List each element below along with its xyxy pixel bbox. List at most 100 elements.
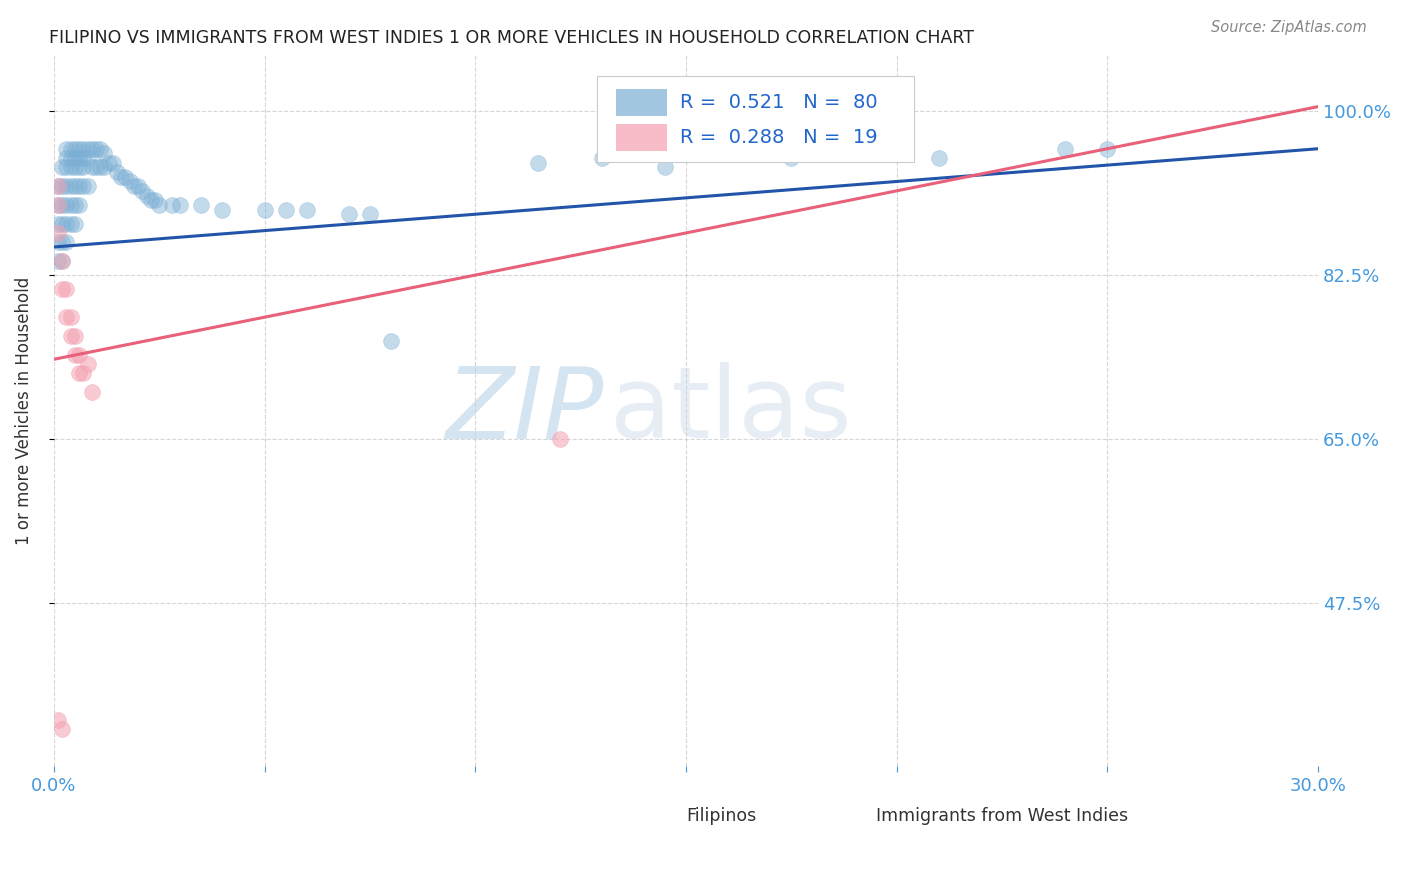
Text: R =  0.288   N =  19: R = 0.288 N = 19 [679, 128, 877, 147]
Point [51, 217, 73, 231]
Point [51, 161, 73, 175]
Point [67, 198, 90, 212]
Point [46, 179, 69, 194]
Point [143, 193, 166, 207]
Bar [616, 88, 666, 116]
FancyBboxPatch shape [598, 77, 914, 161]
Point [253, 202, 276, 217]
Point [1054, 142, 1077, 156]
Point [51, 235, 73, 250]
Point [548, 432, 571, 446]
Point [135, 188, 157, 202]
Point [63, 348, 86, 362]
Point [139, 193, 162, 207]
Point [46, 217, 69, 231]
Point [76, 151, 98, 165]
Point [55, 310, 77, 325]
Point [55, 142, 77, 156]
Point [295, 202, 318, 217]
Point [46, 254, 69, 268]
Bar [628, 804, 673, 827]
Point [63, 151, 86, 165]
Point [55, 151, 77, 165]
Point [780, 151, 803, 165]
Text: R =  0.521   N =  80: R = 0.521 N = 80 [679, 93, 877, 112]
Point [654, 161, 676, 175]
Point [59, 161, 82, 175]
Point [55, 217, 77, 231]
Point [118, 174, 141, 188]
Point [63, 179, 86, 194]
Point [380, 334, 402, 348]
Point [928, 151, 950, 165]
Point [51, 179, 73, 194]
Point [59, 142, 82, 156]
Text: Filipinos: Filipinos [686, 807, 756, 825]
Point [51, 722, 73, 736]
Point [67, 151, 90, 165]
Point [337, 207, 360, 221]
Point [67, 161, 90, 175]
Text: atlas: atlas [610, 362, 852, 459]
Point [63, 142, 86, 156]
Point [55, 161, 77, 175]
Point [59, 329, 82, 343]
Point [72, 142, 94, 156]
Text: Source: ZipAtlas.com: Source: ZipAtlas.com [1211, 20, 1367, 35]
Text: ZIP: ZIP [446, 362, 603, 459]
Point [72, 179, 94, 194]
Point [67, 348, 90, 362]
Point [80, 142, 103, 156]
Point [67, 179, 90, 194]
Point [190, 198, 212, 212]
Point [55, 198, 77, 212]
Text: FILIPINO VS IMMIGRANTS FROM WEST INDIES 1 OR MORE VEHICLES IN HOUSEHOLD CORRELAT: FILIPINO VS IMMIGRANTS FROM WEST INDIES … [49, 29, 974, 46]
Point [80, 161, 103, 175]
Point [169, 198, 191, 212]
Point [51, 282, 73, 296]
Y-axis label: 1 or more Vehicles in Household: 1 or more Vehicles in Household [15, 277, 32, 545]
Point [84, 161, 107, 175]
Point [89, 142, 111, 156]
Point [51, 198, 73, 212]
Point [59, 217, 82, 231]
Point [76, 179, 98, 194]
Point [55, 235, 77, 250]
Point [72, 151, 94, 165]
Point [148, 198, 170, 212]
Point [211, 202, 233, 217]
Point [67, 142, 90, 156]
Point [89, 161, 111, 175]
Bar [616, 124, 666, 151]
Point [591, 151, 613, 165]
Point [160, 198, 183, 212]
Point [59, 198, 82, 212]
Point [93, 161, 115, 175]
Point [63, 217, 86, 231]
Point [51, 254, 73, 268]
Point [46, 179, 69, 194]
Point [359, 207, 381, 221]
Point [122, 179, 145, 194]
Point [84, 142, 107, 156]
Point [67, 367, 90, 381]
Point [55, 179, 77, 194]
Point [527, 155, 550, 169]
Point [274, 202, 297, 217]
Point [46, 198, 69, 212]
Point [76, 142, 98, 156]
Point [59, 179, 82, 194]
Point [76, 357, 98, 371]
Point [131, 184, 153, 198]
Point [97, 155, 120, 169]
Point [46, 713, 69, 727]
Point [51, 254, 73, 268]
Point [59, 151, 82, 165]
Point [72, 367, 94, 381]
Text: Immigrants from West Indies: Immigrants from West Indies [876, 807, 1128, 825]
Point [101, 155, 124, 169]
Point [46, 198, 69, 212]
Point [80, 385, 103, 400]
Point [59, 310, 82, 325]
Point [46, 226, 69, 240]
